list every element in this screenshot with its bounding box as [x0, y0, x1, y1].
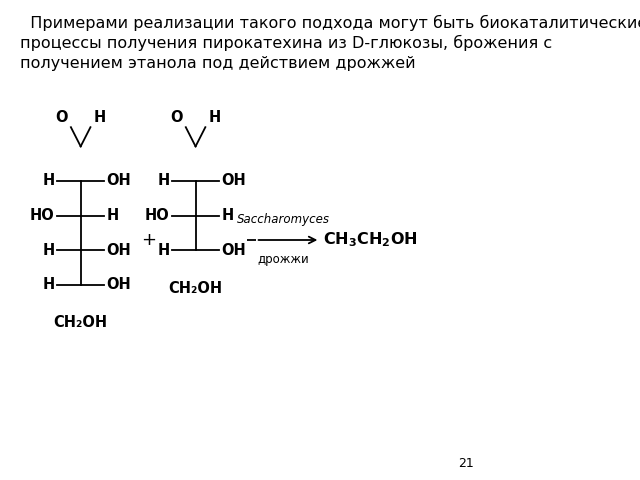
Text: H: H	[221, 208, 234, 223]
Text: OH: OH	[221, 173, 246, 189]
Text: H: H	[93, 110, 106, 125]
Text: дрожжи: дрожжи	[258, 253, 310, 266]
Text: HO: HO	[30, 208, 55, 223]
Text: CH₂OH: CH₂OH	[54, 315, 108, 330]
Text: H: H	[208, 110, 221, 125]
Text: H: H	[42, 242, 55, 258]
Text: O: O	[170, 110, 183, 125]
Text: H: H	[42, 173, 55, 189]
Text: Примерами реализации такого подхода могут быть биокаталитические
процессы получе: Примерами реализации такого подхода могу…	[20, 14, 640, 71]
Text: OH: OH	[107, 242, 131, 258]
Text: CH₂OH: CH₂OH	[168, 281, 223, 296]
Text: 21: 21	[458, 457, 474, 470]
Text: H: H	[107, 208, 119, 223]
Text: OH: OH	[221, 242, 246, 258]
Text: H: H	[157, 173, 170, 189]
Text: O: O	[56, 110, 68, 125]
Text: +: +	[141, 231, 157, 249]
Text: $\mathbf{CH_3CH_2OH}$: $\mathbf{CH_3CH_2OH}$	[323, 231, 417, 249]
Text: Saccharomyces: Saccharomyces	[237, 213, 330, 226]
Text: H: H	[42, 277, 55, 292]
Text: H: H	[157, 242, 170, 258]
Text: OH: OH	[107, 277, 131, 292]
Text: HO: HO	[145, 208, 170, 223]
Text: OH: OH	[107, 173, 131, 189]
